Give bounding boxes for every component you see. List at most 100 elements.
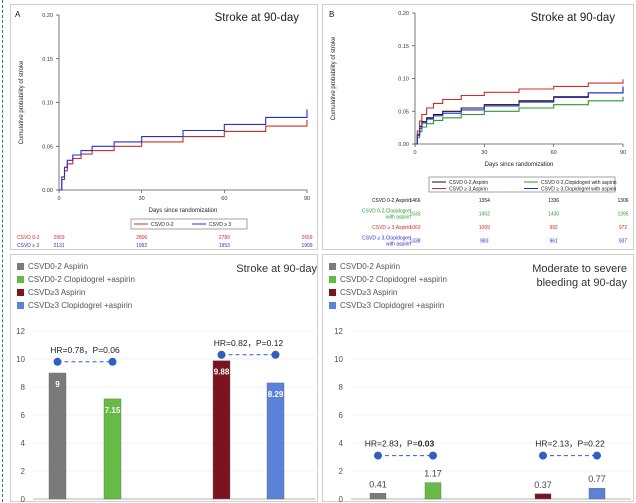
risk-row-label: with aspirin: [386, 242, 411, 248]
hr-dot: [374, 452, 382, 460]
risk-value: 1466: [409, 198, 420, 204]
risk-row-label: with aspirin: [386, 215, 411, 221]
chart-title-line: bleeding at 90-day: [536, 277, 627, 289]
legend-swatch: [17, 289, 24, 296]
y-tick-label: 0.10: [42, 101, 53, 107]
risk-value: 2659: [301, 235, 312, 241]
hr-dot: [272, 351, 280, 359]
y-tick-label: 4: [339, 439, 344, 448]
x-tick-label: 0: [413, 150, 416, 156]
bar-value-label: 8.29: [268, 390, 284, 399]
y-tick-label: 6: [21, 411, 26, 420]
hr-dot: [539, 452, 547, 460]
y-tick-label: 4: [21, 439, 26, 448]
y-tick-label: 2: [339, 467, 344, 476]
risk-value: 1354: [479, 198, 490, 204]
risk-row-label: CSVD ≥ 3,Aspirin: [372, 225, 411, 231]
legend-swatch: [17, 276, 24, 283]
bar-value-label: 0.41: [369, 479, 387, 489]
x-tick-label: 60: [551, 150, 557, 156]
y-tick-label: 12: [16, 327, 25, 336]
risk-value: 992: [549, 225, 558, 231]
hr-dot: [593, 452, 601, 460]
legend-swatch: [329, 263, 336, 270]
panel-d: CSVD0-2 Aspirin CSVD0-2 Clopidogrel +aspi…: [322, 254, 634, 502]
bar: [49, 373, 66, 499]
risk-value: 961: [549, 239, 558, 245]
hr-text: HR=0.78，P=0.06: [50, 345, 120, 355]
hr-text: HR=2.13，P=0.22: [535, 439, 605, 449]
hr-annotation: HR=2.13，P=0.22: [535, 439, 605, 449]
chart-title: Stroke at 90-day: [531, 12, 616, 24]
chart-title: Stroke at 90-day: [236, 263, 317, 275]
risk-value: 1338: [409, 239, 420, 245]
legend-swatch: [329, 289, 336, 296]
risk-value: 1395: [617, 212, 628, 218]
hr-annotation: HR=0.82，P=0.12: [214, 338, 284, 348]
hr-dot: [429, 452, 437, 460]
y-axis-label: Cumulative probability of stroke: [19, 60, 25, 144]
y-tick-label: 0.00: [42, 188, 53, 194]
chart-title: Stroke at 90-day: [215, 12, 300, 24]
risk-value: 1336: [548, 198, 559, 204]
risk-value: 983: [480, 239, 489, 245]
legend-label: CSVD0-2 Aspirin: [28, 262, 88, 271]
bar-value-label: 0.77: [588, 474, 606, 484]
chart-title-line: Moderate to severe: [532, 263, 627, 275]
bar-value-label: 0.37: [534, 480, 552, 490]
x-tick-label: 90: [304, 196, 310, 202]
bar: [589, 488, 605, 499]
hr-text: HR=0.82，P=0.12: [214, 338, 284, 348]
x-tick-label: 60: [221, 196, 227, 202]
risk-value: 2806: [136, 235, 147, 241]
y-tick-label: 12: [334, 327, 343, 336]
legend-swatch: [329, 276, 336, 283]
legend-label: CSVD≥3 Clopidogrel +aspirin: [340, 301, 444, 310]
risk-value: 1953: [219, 243, 230, 249]
legend-label: CSVD0-2 Aspirin: [340, 262, 400, 271]
risk-value: 1063: [409, 225, 420, 231]
risk-value: 1909: [301, 243, 312, 249]
legend-label: CSVD≥3 Clopidogrel +aspirin: [28, 301, 132, 310]
y-tick-label: 0.15: [398, 44, 409, 50]
hr-text: HR=2.83，P=: [365, 439, 418, 449]
y-tick-label: 0.20: [42, 13, 53, 19]
bar: [370, 493, 386, 499]
left-dashed-border: [2, 0, 3, 502]
y-tick-label: 10: [16, 355, 25, 364]
x-tick-label: 30: [481, 150, 487, 156]
hr-dot: [218, 351, 226, 359]
legend-label: CSVD 0-2: [151, 222, 174, 228]
legend-label: CSVD≥3 Aspirin: [28, 288, 85, 297]
bar-value-label: 9.88: [214, 368, 230, 377]
bar-value-label: 9: [55, 380, 60, 389]
y-tick-label: 0.15: [42, 57, 53, 63]
risk-value: 2131: [53, 243, 64, 249]
bar-chart-bleeding: CSVD0-2 Aspirin CSVD0-2 Clopidogrel +aspi…: [323, 255, 635, 503]
km-curve-series-3: [415, 86, 623, 144]
y-tick-label: 0.20: [398, 11, 409, 17]
legend-swatch: [17, 263, 24, 270]
risk-value: 1306: [617, 198, 628, 204]
legend-label: CSVD ≥ 3,Clopidogrel with aspirin: [541, 187, 616, 193]
risk-value: 1992: [136, 243, 147, 249]
risk-value: 1430: [548, 212, 559, 218]
y-tick-label: 10: [334, 355, 343, 364]
hr-dot: [54, 358, 62, 366]
y-tick-label: 0.00: [398, 142, 409, 148]
km-curve-series-0: [415, 88, 623, 144]
x-axis-label: Days since randomization: [485, 162, 554, 168]
legend-label: CSVD ≥ 3: [209, 222, 231, 228]
x-tick-label: 30: [139, 196, 145, 202]
legend-label: CSVD≥3 Aspirin: [340, 288, 397, 297]
y-tick-label: 2: [21, 467, 26, 476]
risk-value: 2959: [53, 235, 64, 241]
legend-label: CSVD0-2 Clopidogrel +aspirin: [340, 275, 447, 284]
risk-row-label: CSVD ≥ 3: [17, 243, 39, 249]
risk-value: 937: [619, 239, 628, 245]
bar: [535, 494, 551, 499]
